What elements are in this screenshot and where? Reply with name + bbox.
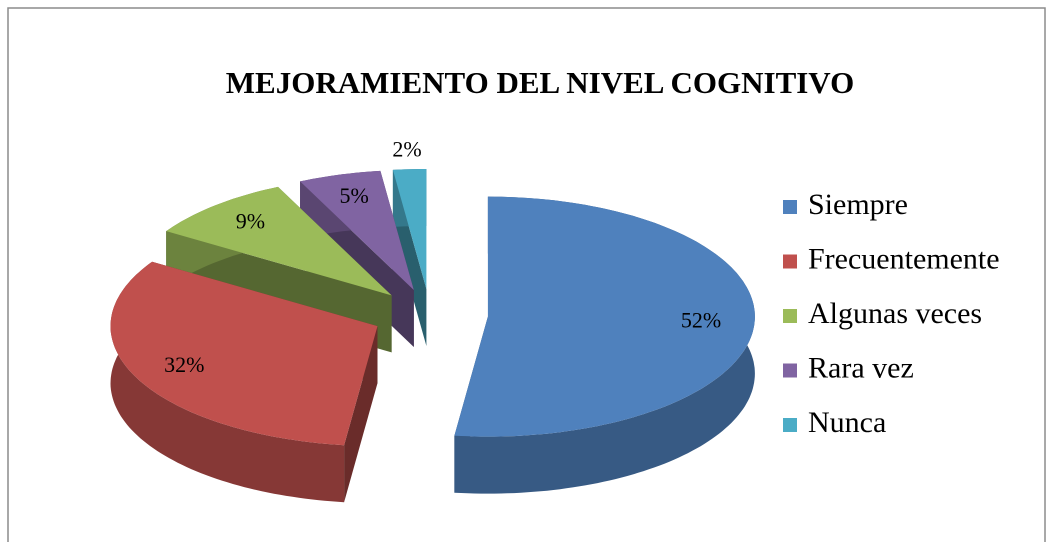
legend-label: Algunas veces <box>808 297 982 330</box>
data-label: 2% <box>392 136 421 161</box>
slice <box>392 169 427 289</box>
legend-swatch <box>783 418 797 432</box>
legend-label: Siempre <box>808 188 908 221</box>
data-label: 32% <box>164 352 204 377</box>
chart-title: MEJORAMIENTO DEL NIVEL COGNITIVO <box>226 65 854 100</box>
legend-label: Nunca <box>808 406 886 439</box>
data-label: 9% <box>236 208 265 233</box>
legend-swatch <box>783 363 797 378</box>
legend-swatch <box>783 200 797 214</box>
pie-slice <box>454 196 755 494</box>
slice <box>300 170 414 290</box>
legend-label: Rara vez <box>808 351 914 384</box>
data-label: 5% <box>340 183 369 208</box>
slice <box>110 261 378 446</box>
legend-label: Frecuentemente <box>808 242 1000 275</box>
pie-slice <box>110 261 378 503</box>
legend-swatch <box>783 309 797 323</box>
slice-side <box>110 261 345 503</box>
slice <box>454 196 755 437</box>
slice <box>166 186 392 296</box>
legend-swatch <box>783 254 797 269</box>
data-label: 52% <box>681 308 721 333</box>
pie-slice <box>392 169 427 346</box>
